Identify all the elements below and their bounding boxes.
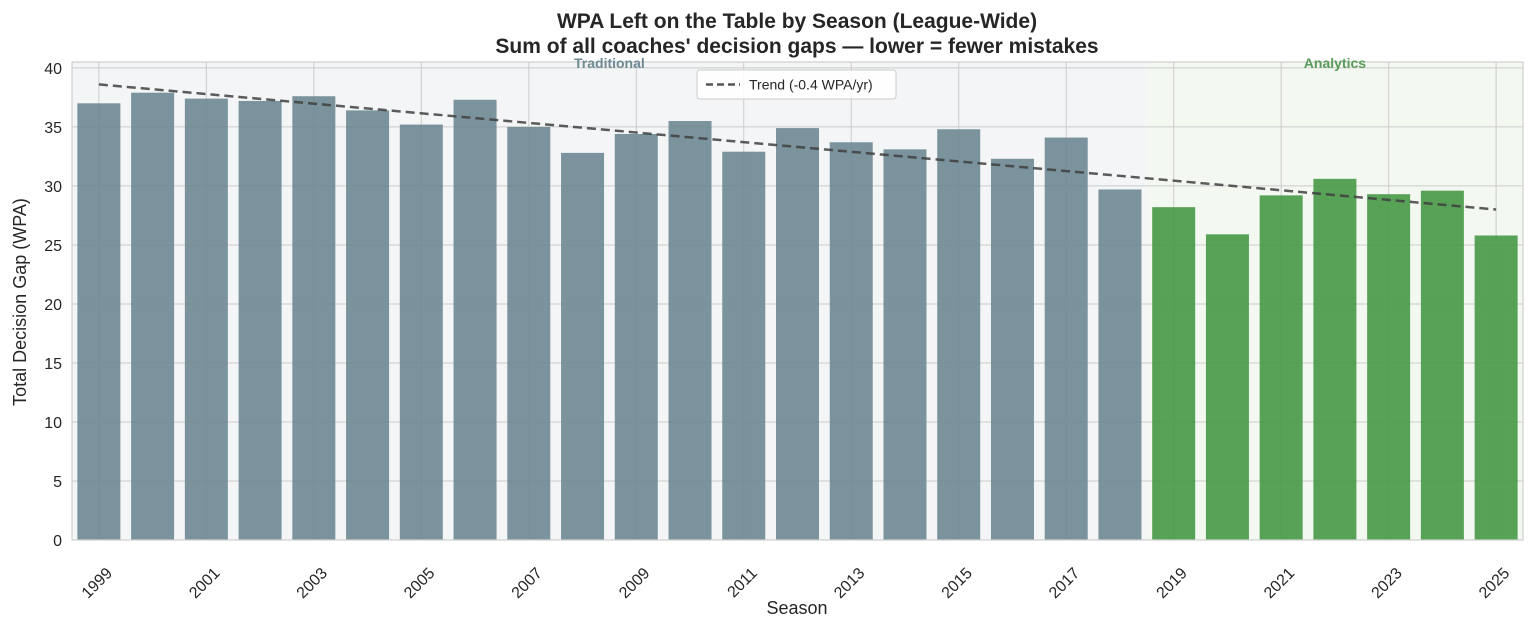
y-tick-label: 5 <box>53 474 62 491</box>
y-tick-label: 0 <box>53 533 62 550</box>
bar-2009 <box>614 133 658 540</box>
x-tick-label: 2017 <box>1046 565 1083 602</box>
y-tick-label: 30 <box>44 179 62 196</box>
era-label-analytics: Analytics <box>1304 55 1366 71</box>
x-tick-label: 2007 <box>509 565 546 602</box>
y-tick-label: 10 <box>44 415 62 432</box>
bars <box>77 92 1518 541</box>
bar-2006 <box>453 99 497 541</box>
bar-2019 <box>1152 207 1196 541</box>
x-tick-label: 2003 <box>294 565 331 602</box>
chart-title: WPA Left on the Table by Season (League-… <box>557 10 1037 33</box>
bar-2003 <box>292 96 336 540</box>
legend-trend-label: Trend (-0.4 WPA/yr) <box>749 77 873 93</box>
x-tick-label: 2005 <box>401 565 438 602</box>
region-labels: Traditional Analytics <box>574 55 1366 71</box>
bar-2020 <box>1205 234 1249 541</box>
bar-2002 <box>238 100 282 540</box>
x-tick-label: 1999 <box>79 565 116 602</box>
x-tick-label: 2021 <box>1261 565 1298 602</box>
bar-2011 <box>722 151 766 540</box>
y-tick-label: 15 <box>44 356 62 373</box>
bar-2001 <box>184 98 228 541</box>
bar-2005 <box>399 124 443 540</box>
trend-line <box>98 83 1497 211</box>
y-tick-label: 35 <box>44 120 62 137</box>
x-tick-label: 2013 <box>831 565 868 602</box>
x-tick-label: 2011 <box>725 565 761 601</box>
y-ticks: 0 5 10 15 20 25 30 35 40 <box>44 61 62 550</box>
y-tick-label: 20 <box>44 297 62 314</box>
plot-frame <box>71 61 1524 541</box>
x-tick-label: 2019 <box>1154 565 1191 602</box>
era-label-traditional: Traditional <box>574 55 645 71</box>
bar-2025 <box>1474 235 1518 541</box>
x-ticks: 1999 2001 2003 2005 2007 2009 2011 2013 2015 2017… <box>79 565 1514 602</box>
bar-2010 <box>668 121 712 541</box>
bar-2004 <box>346 110 390 540</box>
y-tick-label: 25 <box>44 238 62 255</box>
x-tick-label: 2025 <box>1476 565 1513 602</box>
legend: Trend (-0.4 WPA/yr) <box>696 69 897 100</box>
x-tick-label: 2009 <box>616 565 653 602</box>
x-tick-label: 2001 <box>186 565 223 602</box>
bar-2014 <box>883 149 927 541</box>
x-tick-label: 2023 <box>1369 565 1406 602</box>
bar-2007 <box>507 126 551 541</box>
legend-box <box>696 69 897 100</box>
bar-2016 <box>990 158 1034 540</box>
bar-2022 <box>1313 178 1357 540</box>
bar-2013 <box>829 142 873 541</box>
bar-2012 <box>776 128 819 541</box>
bar-1999 <box>77 103 121 540</box>
bar-2008 <box>561 152 605 540</box>
bar-2000 <box>131 92 175 541</box>
bar-2015 <box>937 129 981 540</box>
bar-2017 <box>1044 137 1088 540</box>
bar-2018 <box>1098 189 1142 540</box>
bar-2021 <box>1259 195 1303 540</box>
trend-line-group <box>98 83 1497 211</box>
x-tick-label: 2015 <box>939 565 976 602</box>
x-axis-label: Season <box>766 598 827 618</box>
y-axis-label: Total Decision Gap (WPA) <box>10 198 30 406</box>
bar-2024 <box>1420 190 1464 540</box>
era-shade-traditional <box>72 62 1147 540</box>
y-tick-label: 40 <box>44 61 62 78</box>
chart-subtitle: Sum of all coaches' decision gaps — lowe… <box>495 35 1098 58</box>
bar-2023 <box>1367 194 1411 540</box>
